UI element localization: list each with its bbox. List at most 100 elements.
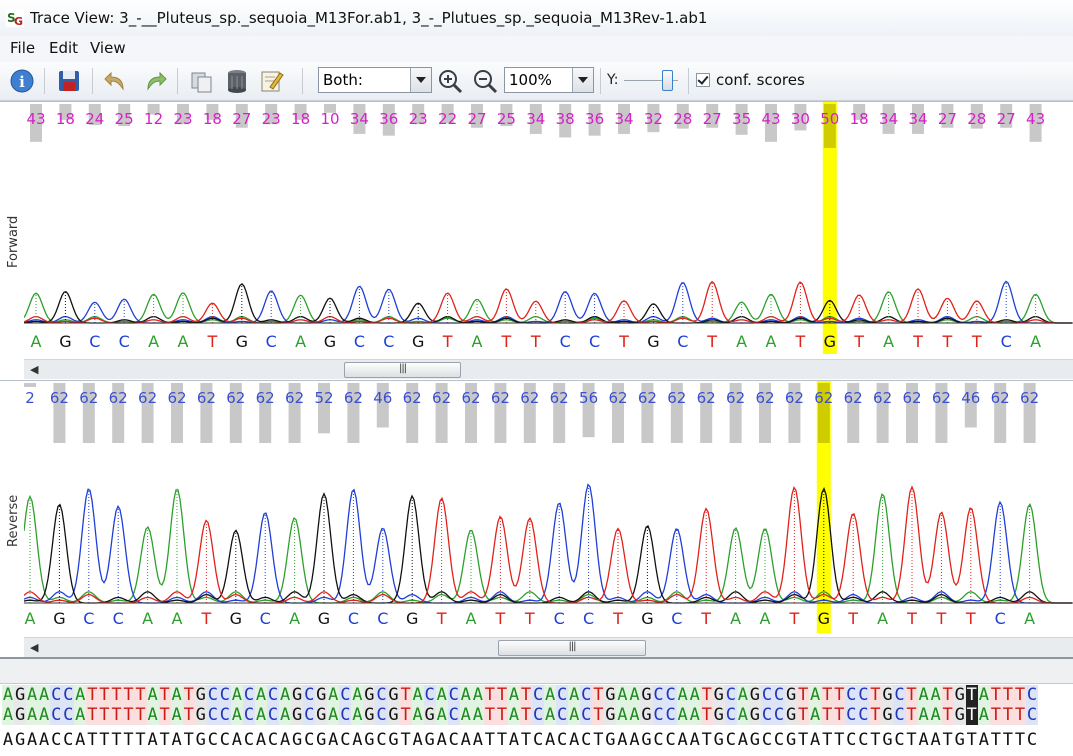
base-call[interactable]: C	[83, 609, 94, 628]
base-call[interactable]: A	[1024, 609, 1035, 628]
base-call[interactable]: T	[201, 609, 212, 628]
base-call[interactable]: C	[583, 609, 594, 628]
base-call[interactable]: G	[59, 332, 71, 351]
base-call[interactable]: A	[1030, 332, 1041, 351]
base-call[interactable]: T	[942, 332, 953, 351]
base-call[interactable]: C	[119, 332, 130, 351]
base-call[interactable]: A	[730, 609, 741, 628]
scrollbar-thumb[interactable]: |||	[344, 362, 461, 378]
base-call[interactable]: C	[377, 609, 388, 628]
redo-icon[interactable]	[140, 67, 168, 95]
base-call[interactable]: G	[53, 609, 65, 628]
base-call[interactable]: C	[671, 609, 682, 628]
forward-chromatogram[interactable]: 43 18 24 25 12 23 18 27 23 18 10 34 36 23 22 27 25 34 38 36…	[24, 102, 1073, 357]
zoom-out-icon[interactable]	[471, 67, 499, 95]
base-call[interactable]: C	[995, 609, 1006, 628]
delete-icon[interactable]	[223, 67, 251, 95]
base-call[interactable]: G	[318, 609, 330, 628]
base-call[interactable]: A	[472, 332, 483, 351]
copy-icon[interactable]	[188, 67, 216, 95]
conf-scores-checkbox[interactable]	[696, 73, 710, 87]
scrollbar-thumb[interactable]: |||	[498, 640, 646, 656]
base-call[interactable]: A	[289, 609, 300, 628]
base-call[interactable]: G	[824, 332, 836, 351]
base-call[interactable]: C	[1001, 332, 1012, 351]
base-call[interactable]: A	[142, 609, 153, 628]
save-icon[interactable]	[55, 67, 83, 95]
base-call[interactable]: T	[495, 609, 506, 628]
scroll-left-icon[interactable]: ◀	[30, 641, 39, 654]
base-call[interactable]: A	[31, 332, 42, 351]
base-call[interactable]: A	[766, 332, 777, 351]
base-call[interactable]: A	[760, 609, 771, 628]
base-call[interactable]: T	[847, 609, 858, 628]
chevron-down-icon[interactable]	[410, 68, 431, 92]
base-call[interactable]: C	[554, 609, 565, 628]
y-scale-slider-thumb[interactable]	[661, 70, 673, 91]
base-call[interactable]: A	[148, 332, 159, 351]
base-call[interactable]: C	[266, 332, 277, 351]
base-call[interactable]: G	[230, 609, 242, 628]
base-call[interactable]: C	[589, 332, 600, 351]
base-call[interactable]: T	[789, 609, 800, 628]
base-call[interactable]: T	[853, 332, 864, 351]
y-scale-slider-track[interactable]	[624, 80, 678, 81]
base-call[interactable]: T	[936, 609, 947, 628]
base-call[interactable]: C	[260, 609, 271, 628]
reverse-chromatogram[interactable]: 2 62 62 62 62 62 62 62 62 62 52 62 46 62 62 62 62 62 62 56 6…	[24, 381, 1073, 635]
base-call[interactable]: G	[406, 609, 418, 628]
base-call[interactable]: G	[641, 609, 653, 628]
base-call[interactable]: C	[383, 332, 394, 351]
chevron-down-icon[interactable]	[572, 68, 593, 92]
base-call[interactable]: A	[172, 609, 183, 628]
base-call[interactable]: G	[412, 332, 424, 351]
base-call[interactable]: T	[612, 609, 623, 628]
base-call[interactable]: T	[618, 332, 629, 351]
base-call[interactable]: T	[795, 332, 806, 351]
base-call[interactable]: T	[524, 609, 535, 628]
base-call[interactable]: C	[560, 332, 571, 351]
menu-edit[interactable]: Edit	[49, 39, 78, 57]
base-call[interactable]: G	[324, 332, 336, 351]
reverse-horizontal-scrollbar[interactable]: ◀ |||	[24, 637, 1073, 657]
base-call[interactable]: G	[647, 332, 659, 351]
base-call[interactable]: A	[25, 609, 36, 628]
base-call[interactable]: T	[207, 332, 218, 351]
base-call[interactable]: A	[466, 609, 477, 628]
menu-view[interactable]: View	[90, 39, 126, 57]
base-call[interactable]: G	[236, 332, 248, 351]
base-call[interactable]: C	[113, 609, 124, 628]
zoom-in-icon[interactable]	[436, 67, 464, 95]
base-call[interactable]: T	[706, 332, 717, 351]
menu-file[interactable]: File	[10, 39, 35, 57]
base-call[interactable]: C	[677, 332, 688, 351]
base-call[interactable]: T	[965, 609, 976, 628]
zoom-select[interactable]: 100%	[504, 67, 594, 93]
base-call[interactable]: T	[971, 332, 982, 351]
base-call[interactable]: A	[736, 332, 747, 351]
scroll-left-icon[interactable]: ◀	[30, 363, 39, 376]
base-call[interactable]: T	[530, 332, 541, 351]
base-call[interactable]: T	[906, 609, 917, 628]
base-call[interactable]: T	[436, 609, 447, 628]
base-call[interactable]: T	[912, 332, 923, 351]
base-call[interactable]: C	[354, 332, 365, 351]
base-call[interactable]: T	[700, 609, 711, 628]
base-call[interactable]: A	[883, 332, 894, 351]
base-call[interactable]: T	[442, 332, 453, 351]
base-call[interactable]: C	[348, 609, 359, 628]
base-call[interactable]: A	[178, 332, 189, 351]
base-call[interactable]: C	[89, 332, 100, 351]
base-call[interactable]: A	[877, 609, 888, 628]
info-icon[interactable]: i	[8, 67, 36, 95]
strand-select[interactable]: Both:	[318, 67, 432, 93]
undo-icon[interactable]	[103, 67, 131, 95]
base-call[interactable]: T	[501, 332, 512, 351]
forward-horizontal-scrollbar[interactable]: ◀ |||	[24, 359, 1073, 379]
base-call[interactable]: G	[818, 609, 830, 628]
edit-icon[interactable]	[258, 67, 286, 95]
